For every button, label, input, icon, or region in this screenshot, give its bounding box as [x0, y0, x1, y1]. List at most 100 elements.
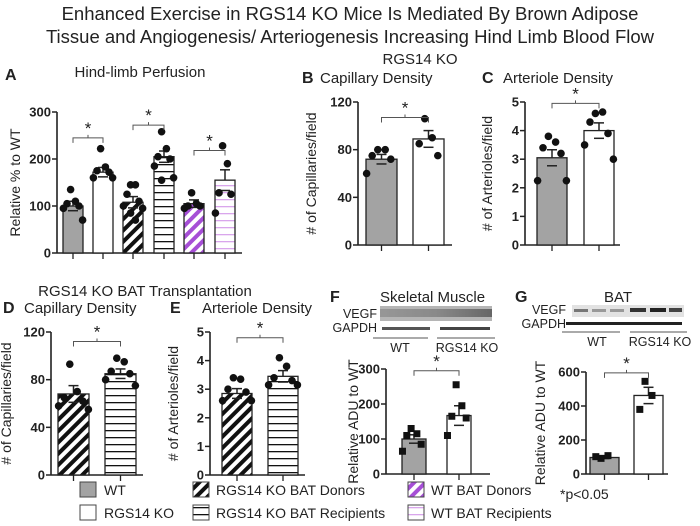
data-point — [119, 202, 128, 210]
data-point — [93, 166, 101, 175]
data-point — [604, 129, 612, 138]
data-point — [138, 204, 147, 213]
data-point — [557, 149, 565, 158]
data-point — [224, 385, 232, 394]
y-tick-label: 5 — [197, 325, 204, 340]
y-axis-label: Relative ADU to WT — [532, 360, 548, 485]
significance-bracket — [381, 114, 429, 123]
y-tick-label: 200 — [29, 152, 51, 167]
y-tick-label: 0 — [197, 468, 204, 483]
data-point — [229, 373, 238, 382]
blot-group-label: WT — [587, 335, 607, 349]
data-point — [247, 396, 256, 405]
blot-row-label: VEGF — [343, 307, 377, 321]
data-point — [196, 202, 204, 210]
panel-f: F Skeletal Muscle Relative ADU to WT 0 100 20… — [330, 289, 490, 484]
data-point — [373, 145, 382, 154]
significance-footnote: *p<0.05 — [560, 486, 609, 502]
data-point — [131, 216, 140, 224]
data-point — [60, 393, 68, 402]
panel-letter: E — [170, 300, 181, 317]
panel-title: Hind-limb Perfusion — [75, 64, 206, 81]
y-tick-label: 0 — [573, 467, 580, 482]
legend-item-rgs14-ko: RGS14 KO — [79, 504, 174, 521]
y-tick-label: 300 — [29, 105, 51, 120]
data-point — [368, 151, 377, 160]
bar-rgs14-ko-bat-recipients — [267, 375, 299, 476]
data-point — [89, 174, 98, 182]
significance-star: * — [572, 84, 579, 103]
significance-star: * — [94, 323, 101, 342]
legend-label: WT — [104, 482, 126, 498]
panel-title: Skeletal Muscle — [380, 289, 485, 306]
data-point — [131, 181, 140, 189]
bar-rgs14-ko-bat-recipients — [104, 373, 137, 476]
data-point — [420, 114, 429, 123]
y-tick-label: 300 — [358, 362, 380, 377]
data-point — [413, 430, 421, 438]
significance-bracket — [132, 122, 165, 131]
blot-vegf-band — [592, 309, 606, 312]
data-point — [598, 108, 607, 116]
panel-a: A Hind-limb Perfusion Relative % to WT 0 100… — [5, 64, 242, 261]
data-point — [135, 197, 143, 206]
legend-swatch — [192, 481, 210, 498]
y-tick-label: 1 — [197, 439, 204, 454]
panel-title: Arteriole Density — [202, 300, 313, 317]
bar-rgs14-ko-bat-recipients — [153, 155, 175, 254]
data-point — [169, 174, 178, 182]
data-point — [448, 412, 456, 420]
significance-bracket — [73, 338, 121, 347]
significance-bracket — [72, 134, 104, 143]
data-point — [282, 362, 291, 371]
data-point — [381, 145, 390, 154]
data-point — [544, 132, 553, 141]
data-point — [96, 144, 105, 153]
data-point — [75, 202, 83, 210]
panel-title: Capillary Density — [24, 300, 137, 317]
blot-gapdh-band — [440, 327, 490, 330]
y-tick-label: 4 — [512, 123, 520, 138]
blot-group-label: RGS14 KO — [436, 341, 499, 355]
y-tick-label: 100 — [358, 432, 380, 447]
data-point — [270, 373, 278, 382]
data-point — [591, 109, 600, 118]
data-point — [126, 369, 134, 378]
significance-star: * — [85, 119, 92, 138]
legend-swatch — [79, 504, 97, 521]
data-point — [154, 152, 162, 161]
blot-row-label: VEGF — [532, 303, 566, 317]
data-point — [264, 381, 273, 389]
significance-star: * — [623, 354, 630, 373]
data-point — [108, 174, 117, 182]
blot-vegf-band — [630, 308, 646, 312]
significance-star: * — [206, 132, 213, 151]
data-point — [417, 440, 425, 448]
data-point — [162, 144, 171, 153]
data-point — [166, 155, 174, 163]
blot-vegf-band — [650, 308, 666, 312]
group-label-top: RGS14 KO — [382, 51, 457, 68]
bar-wt — [62, 205, 84, 254]
panel-letter: C — [482, 70, 494, 87]
y-tick-label: 5 — [512, 95, 519, 110]
panel-title: Capillary Density — [320, 70, 433, 87]
data-point — [150, 162, 159, 170]
blot-row-label: GAPDH — [333, 321, 377, 335]
y-axis-label: # of Arterioles/field — [479, 116, 495, 231]
data-point — [101, 375, 110, 384]
data-point — [112, 354, 121, 363]
data-point — [54, 402, 63, 410]
data-point — [157, 176, 166, 184]
data-point — [604, 452, 612, 460]
y-axis-label: # of Capillaries/field — [303, 112, 319, 234]
panel-g: G BAT Relative ADU to WT 0 200 400 600 * — [515, 289, 668, 485]
bar-wt — [536, 157, 568, 246]
data-point — [73, 387, 82, 396]
data-point — [533, 176, 542, 185]
legend-swatch — [407, 504, 425, 521]
y-tick-label: 0 — [373, 467, 380, 482]
y-tick-label: 1 — [512, 209, 519, 224]
panel-c: C Arteriole Density # of Arterioles/field 0… — [479, 70, 620, 253]
